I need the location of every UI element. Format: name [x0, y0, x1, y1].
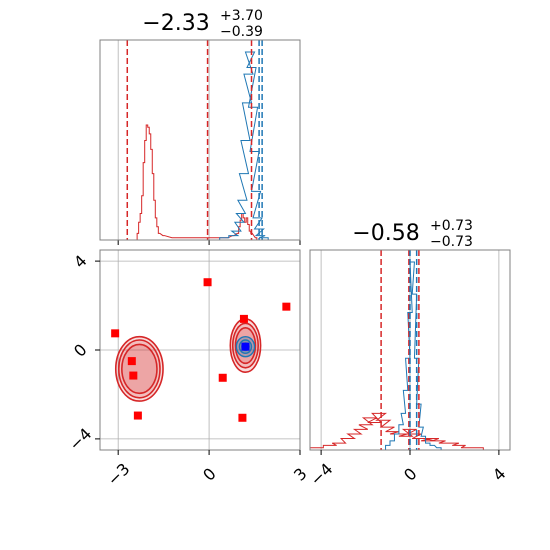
- parameter-2-title-value: −0.58: [352, 221, 419, 246]
- parameter-1-title: −2.33 +3.70−0.39: [142, 8, 263, 40]
- x-histogram-red: [136, 124, 258, 240]
- red-square-marker-0: [203, 278, 212, 287]
- parameter-1-title-lower-error: −0.39: [220, 24, 263, 40]
- y-histogram-blue: [385, 261, 442, 450]
- red-square-marker-3: [129, 371, 138, 380]
- joint-y-tick-label-2: −4: [65, 424, 95, 454]
- red-square-marker-2: [127, 357, 136, 366]
- parameter-2-title-lower-error: −0.73: [430, 234, 473, 250]
- joint-x-tick-label-1: 0: [199, 464, 220, 485]
- red-square-marker-5: [218, 373, 227, 382]
- parameter-2-title-upper-error: +0.73: [430, 218, 473, 234]
- red-square-marker-7: [238, 413, 247, 422]
- joint-distribution-panel: −3 0 340−4: [65, 249, 311, 489]
- parameter-1-title-upper-error: +3.70: [220, 8, 263, 24]
- parameter-1-title-value: −2.33: [142, 11, 209, 36]
- parameter-1-histogram-panel: [99, 39, 301, 245]
- x-histogram-frame: [99, 39, 301, 241]
- joint-x-tick-label-0: −3: [103, 459, 133, 489]
- y-histogram-red: [309, 412, 484, 450]
- red-square-marker-8: [282, 302, 291, 311]
- y-hist-tick-label-2: 4: [489, 464, 510, 485]
- y-hist-tick-label-1: 0: [400, 464, 421, 485]
- joint-y-tick-label-0: 4: [70, 251, 91, 272]
- joint-plot-area: [111, 278, 291, 422]
- y-hist-tick-label-0: −4: [306, 459, 336, 489]
- red-square-marker-4: [133, 411, 142, 420]
- parameter-2-title: −0.58 +0.73−0.73: [352, 218, 473, 250]
- x-histogram-blue: [219, 51, 269, 240]
- parameter-2-histogram-panel: −4 0 4: [306, 249, 511, 489]
- blue-square-marker: [241, 342, 250, 351]
- joint-y-tick-label-1: 0: [70, 340, 91, 361]
- red-square-marker-1: [111, 329, 120, 338]
- red-square-marker-6: [239, 314, 248, 323]
- red-contour-2: [121, 343, 158, 395]
- red-contour-1: [117, 339, 161, 399]
- red-contour-0: [114, 335, 164, 402]
